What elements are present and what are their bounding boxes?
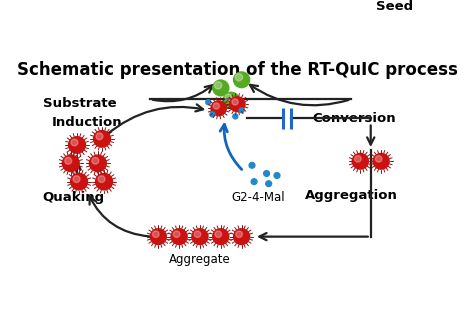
Circle shape bbox=[65, 157, 72, 164]
Text: Aggregate: Aggregate bbox=[169, 253, 231, 266]
Circle shape bbox=[149, 228, 167, 245]
Circle shape bbox=[352, 153, 369, 170]
Text: Induction: Induction bbox=[52, 116, 123, 129]
Circle shape bbox=[132, 0, 151, 13]
Circle shape bbox=[355, 156, 361, 162]
Circle shape bbox=[266, 181, 272, 186]
Circle shape bbox=[235, 74, 243, 81]
Circle shape bbox=[233, 114, 238, 119]
Circle shape bbox=[375, 156, 382, 162]
Circle shape bbox=[210, 112, 215, 117]
Circle shape bbox=[354, 1, 361, 7]
Circle shape bbox=[210, 100, 227, 116]
Circle shape bbox=[233, 228, 250, 245]
Circle shape bbox=[97, 12, 115, 30]
Text: G2-4-Mal: G2-4-Mal bbox=[231, 191, 285, 204]
Text: Conversion: Conversion bbox=[312, 112, 396, 125]
Circle shape bbox=[222, 92, 240, 109]
Circle shape bbox=[131, 25, 138, 32]
Circle shape bbox=[95, 173, 113, 191]
Circle shape bbox=[91, 0, 109, 15]
Circle shape bbox=[96, 133, 103, 140]
Circle shape bbox=[68, 136, 86, 154]
Circle shape bbox=[249, 163, 255, 168]
Circle shape bbox=[153, 231, 159, 237]
Text: Substrate: Substrate bbox=[43, 97, 117, 110]
Circle shape bbox=[191, 228, 209, 245]
Circle shape bbox=[100, 14, 107, 22]
Text: Aggregation: Aggregation bbox=[305, 189, 398, 202]
Circle shape bbox=[173, 231, 180, 237]
Circle shape bbox=[118, 8, 136, 26]
Circle shape bbox=[62, 154, 80, 172]
Circle shape bbox=[92, 157, 99, 164]
Circle shape bbox=[239, 108, 244, 113]
Circle shape bbox=[73, 176, 80, 182]
Circle shape bbox=[135, 0, 143, 6]
Text: Schematic presentation of the RT-QuIC process: Schematic presentation of the RT-QuIC pr… bbox=[17, 61, 457, 79]
Circle shape bbox=[194, 231, 201, 237]
Circle shape bbox=[206, 100, 211, 105]
Circle shape bbox=[236, 231, 243, 237]
Circle shape bbox=[170, 228, 188, 245]
Text: Seed: Seed bbox=[376, 0, 413, 13]
Circle shape bbox=[111, 0, 130, 5]
Circle shape bbox=[351, 0, 369, 15]
Circle shape bbox=[274, 173, 280, 178]
Circle shape bbox=[70, 173, 88, 191]
Circle shape bbox=[93, 130, 111, 148]
Circle shape bbox=[212, 79, 229, 96]
Circle shape bbox=[120, 10, 128, 18]
Circle shape bbox=[229, 96, 246, 112]
Circle shape bbox=[232, 99, 238, 105]
Circle shape bbox=[225, 94, 232, 101]
Circle shape bbox=[93, 0, 101, 8]
Circle shape bbox=[71, 139, 78, 146]
Circle shape bbox=[251, 179, 257, 184]
Circle shape bbox=[89, 154, 107, 172]
Circle shape bbox=[215, 231, 222, 237]
Circle shape bbox=[212, 228, 229, 245]
Text: Quaking: Quaking bbox=[43, 191, 105, 204]
Circle shape bbox=[128, 22, 146, 40]
Circle shape bbox=[373, 153, 390, 170]
Circle shape bbox=[213, 103, 219, 109]
Circle shape bbox=[233, 71, 250, 88]
Circle shape bbox=[264, 171, 270, 176]
Circle shape bbox=[98, 176, 105, 182]
Circle shape bbox=[214, 82, 222, 89]
